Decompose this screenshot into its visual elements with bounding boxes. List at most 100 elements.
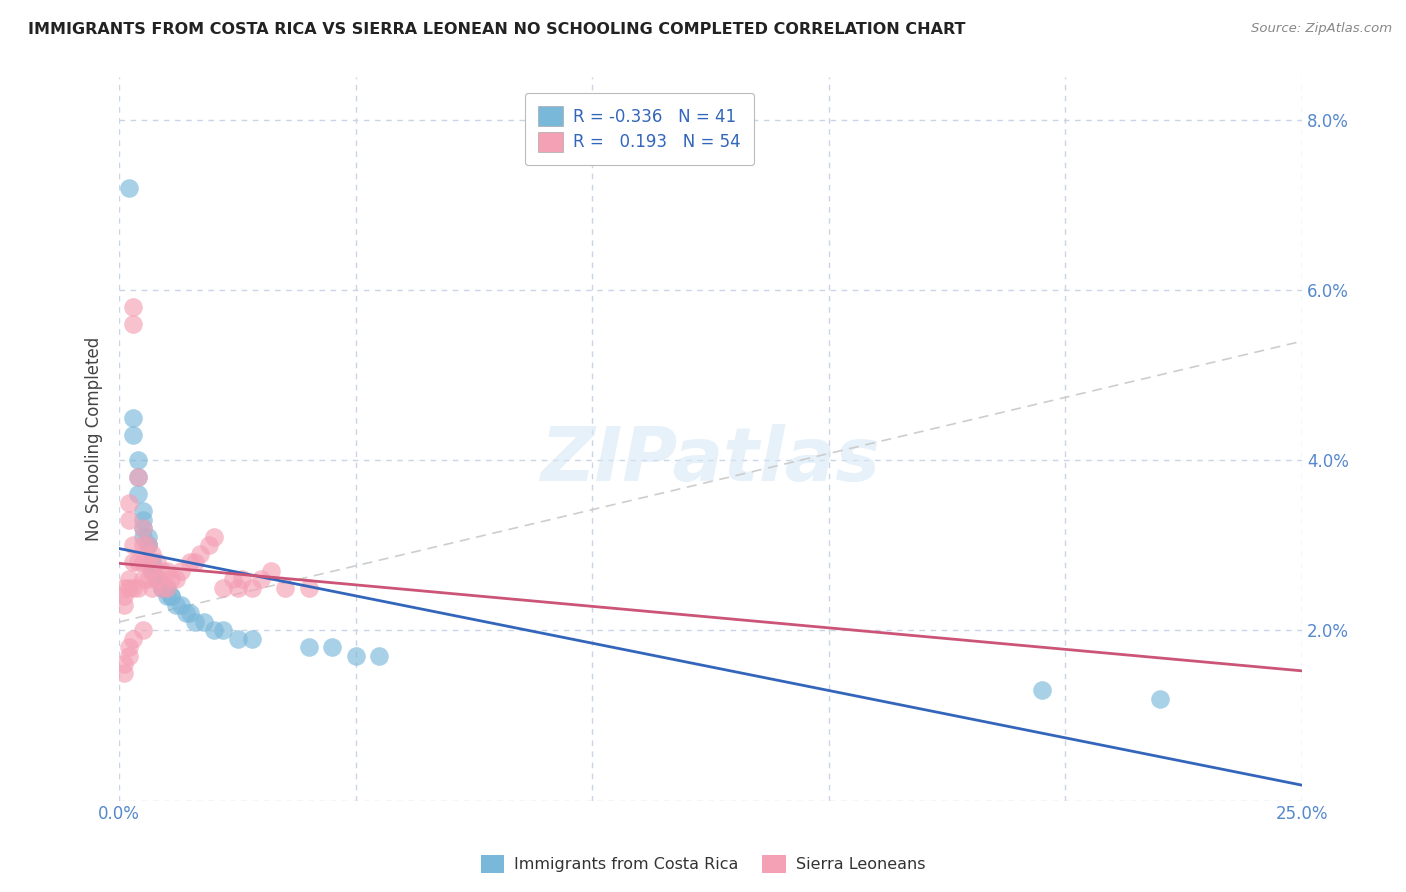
- Point: [112, 665, 135, 680]
- Point: [155, 581, 177, 595]
- Point: [155, 581, 177, 595]
- Point: [198, 538, 221, 552]
- Point: [132, 521, 155, 535]
- Point: [155, 590, 177, 604]
- Point: [170, 598, 193, 612]
- Point: [132, 538, 155, 552]
- Point: [118, 496, 141, 510]
- Point: [141, 555, 163, 569]
- Point: [184, 615, 207, 629]
- Point: [212, 624, 235, 638]
- Point: [344, 648, 367, 663]
- Point: [127, 487, 149, 501]
- Point: [127, 470, 149, 484]
- Text: Source: ZipAtlas.com: Source: ZipAtlas.com: [1251, 22, 1392, 36]
- Point: [297, 640, 319, 655]
- Point: [202, 530, 225, 544]
- Point: [132, 573, 155, 587]
- Point: [136, 538, 159, 552]
- Point: [193, 615, 215, 629]
- Point: [240, 632, 263, 646]
- Point: [136, 555, 159, 569]
- Point: [231, 573, 253, 587]
- Point: [136, 530, 159, 544]
- Point: [132, 530, 155, 544]
- Point: [260, 564, 283, 578]
- Point: [132, 624, 155, 638]
- Point: [118, 648, 141, 663]
- Point: [155, 564, 177, 578]
- Point: [150, 581, 173, 595]
- Point: [222, 573, 245, 587]
- Point: [127, 453, 149, 467]
- Point: [127, 555, 149, 569]
- Y-axis label: No Schooling Completed: No Schooling Completed: [86, 337, 103, 541]
- Point: [179, 555, 201, 569]
- Point: [141, 564, 163, 578]
- Point: [226, 581, 249, 595]
- Point: [136, 538, 159, 552]
- Point: [188, 547, 211, 561]
- Legend: R = -0.336   N = 41, R =   0.193   N = 54: R = -0.336 N = 41, R = 0.193 N = 54: [524, 93, 754, 165]
- Point: [122, 538, 145, 552]
- Point: [1149, 691, 1171, 706]
- Point: [127, 581, 149, 595]
- Point: [184, 555, 207, 569]
- Legend: Immigrants from Costa Rica, Sierra Leoneans: Immigrants from Costa Rica, Sierra Leone…: [474, 848, 932, 880]
- Point: [132, 521, 155, 535]
- Point: [274, 581, 297, 595]
- Point: [212, 581, 235, 595]
- Point: [132, 504, 155, 518]
- Point: [122, 300, 145, 314]
- Point: [127, 470, 149, 484]
- Point: [321, 640, 343, 655]
- Point: [170, 564, 193, 578]
- Point: [132, 513, 155, 527]
- Point: [160, 590, 183, 604]
- Point: [118, 181, 141, 195]
- Point: [165, 598, 187, 612]
- Point: [150, 581, 173, 595]
- Text: ZIPatlas: ZIPatlas: [541, 425, 880, 497]
- Point: [136, 573, 159, 587]
- Point: [160, 590, 183, 604]
- Point: [202, 624, 225, 638]
- Point: [368, 648, 391, 663]
- Point: [1031, 683, 1053, 698]
- Point: [226, 632, 249, 646]
- Point: [112, 657, 135, 672]
- Point: [141, 564, 163, 578]
- Point: [122, 317, 145, 331]
- Text: IMMIGRANTS FROM COSTA RICA VS SIERRA LEONEAN NO SCHOOLING COMPLETED CORRELATION : IMMIGRANTS FROM COSTA RICA VS SIERRA LEO…: [28, 22, 966, 37]
- Point: [112, 581, 135, 595]
- Point: [146, 573, 169, 587]
- Point: [146, 555, 169, 569]
- Point: [179, 607, 201, 621]
- Point: [141, 581, 163, 595]
- Point: [141, 547, 163, 561]
- Point: [118, 640, 141, 655]
- Point: [240, 581, 263, 595]
- Point: [118, 513, 141, 527]
- Point: [136, 538, 159, 552]
- Point: [122, 581, 145, 595]
- Point: [122, 632, 145, 646]
- Point: [122, 410, 145, 425]
- Point: [141, 564, 163, 578]
- Point: [122, 555, 145, 569]
- Point: [146, 573, 169, 587]
- Point: [174, 607, 197, 621]
- Point: [160, 573, 183, 587]
- Point: [112, 590, 135, 604]
- Point: [122, 427, 145, 442]
- Point: [118, 573, 141, 587]
- Point: [118, 581, 141, 595]
- Point: [250, 573, 273, 587]
- Point: [146, 573, 169, 587]
- Point: [150, 564, 173, 578]
- Point: [132, 555, 155, 569]
- Point: [141, 555, 163, 569]
- Point: [165, 573, 187, 587]
- Point: [112, 598, 135, 612]
- Point: [150, 581, 173, 595]
